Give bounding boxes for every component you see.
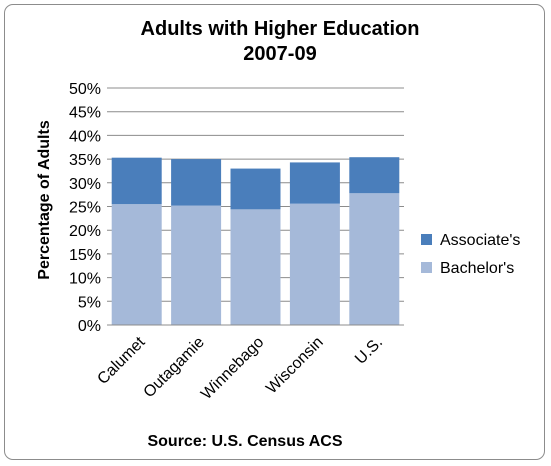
bar-bachelors bbox=[111, 204, 162, 325]
y-tick-label: 30% bbox=[69, 176, 101, 193]
legend-swatch bbox=[421, 262, 432, 273]
chart-title-line-2: 2007-09 bbox=[243, 43, 316, 65]
y-tick-label: 15% bbox=[69, 247, 101, 264]
y-axis-title: Percentage of Adults bbox=[36, 120, 53, 280]
bar-associates bbox=[171, 159, 222, 206]
y-tick-label: 45% bbox=[69, 105, 101, 122]
legend-label: Bachelor's bbox=[440, 260, 514, 277]
bar-bachelors bbox=[230, 209, 281, 325]
y-tick-label: 50% bbox=[69, 81, 101, 98]
chart-title-line-1: Adults with Higher Education bbox=[141, 18, 420, 40]
x-axis-title: Source: U.S. Census ACS bbox=[147, 433, 342, 450]
bar-bachelors bbox=[349, 193, 400, 325]
y-tick-label: 35% bbox=[69, 152, 101, 169]
bars bbox=[111, 157, 400, 325]
x-tick-label: U.S. bbox=[352, 334, 386, 368]
bar-associates bbox=[230, 168, 281, 210]
legend-label: Associate's bbox=[440, 232, 520, 249]
y-tick-label: 25% bbox=[69, 200, 101, 217]
x-tick-label: Wisconsin bbox=[263, 334, 327, 398]
y-axis-ticks: 0% 5% 10% 15% 20% 25% 30% 35% 40% 45% 50% bbox=[69, 81, 101, 335]
x-tick-label: Winnebago bbox=[198, 334, 267, 403]
y-tick-label: 5% bbox=[78, 294, 101, 311]
y-tick-label: 10% bbox=[69, 271, 101, 288]
y-tick-label: 20% bbox=[69, 223, 101, 240]
legend: Associate's Bachelor's bbox=[421, 232, 520, 277]
legend-swatch bbox=[421, 234, 432, 245]
bar-associates bbox=[289, 162, 340, 204]
bar-associates bbox=[111, 157, 162, 205]
bar-bachelors bbox=[171, 205, 222, 325]
bar-associates bbox=[349, 157, 400, 194]
y-tick-label: 0% bbox=[78, 318, 101, 335]
y-tick-label: 40% bbox=[69, 128, 101, 145]
x-tick-label: Calumet bbox=[94, 333, 149, 388]
bar-bachelors bbox=[289, 203, 340, 325]
